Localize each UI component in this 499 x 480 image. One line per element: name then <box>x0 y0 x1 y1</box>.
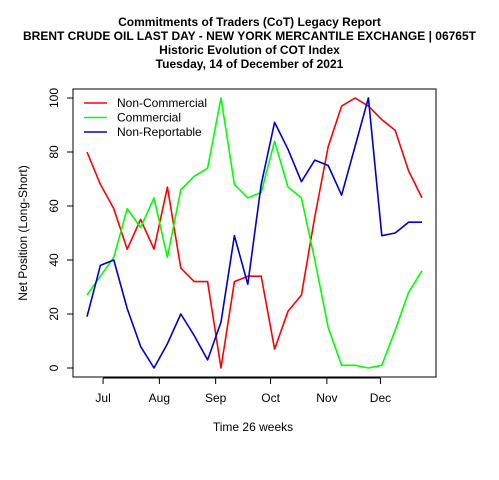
chart-title-line-2: BRENT CRUDE OIL LAST DAY - NEW YORK MERC… <box>23 29 476 43</box>
series-layer <box>86 97 423 369</box>
x-axis: Jul Aug Sep Oct Nov Dec <box>95 377 391 405</box>
y-tick-label: 100 <box>47 88 61 108</box>
x-tick-label: Nov <box>316 391 337 405</box>
x-tick-label: Oct <box>261 391 280 405</box>
x-tick-label: Jul <box>95 391 110 405</box>
y-tick-label: 40 <box>47 253 61 267</box>
y-tick-label: 60 <box>47 199 61 213</box>
x-tick-label: Aug <box>149 391 170 405</box>
chart-title-line-4: Tuesday, 14 of December of 2021 <box>155 57 344 71</box>
chart-title-line-3: Historic Evolution of COT Index <box>159 43 340 57</box>
y-axis: 0 20 40 60 80 100 <box>47 88 74 371</box>
y-tick-label: 0 <box>47 364 61 371</box>
y-axis-label: Net Position (Long-Short) <box>16 165 30 300</box>
legend-label-commercial: Commercial <box>117 111 181 125</box>
series-line-commercial <box>86 97 423 369</box>
y-tick-label: 20 <box>47 307 61 321</box>
legend-label-non-reportable: Non-Reportable <box>117 125 202 139</box>
legend-label-non-commercial: Non-Commercial <box>117 96 207 110</box>
y-tick-label: 80 <box>47 145 61 159</box>
x-tick-label: Dec <box>370 391 391 405</box>
x-axis-label: Time 26 weeks <box>213 420 293 434</box>
chart-title-line-1: Commitments of Traders (CoT) Legacy Repo… <box>118 15 381 29</box>
series-line-non-reportable <box>86 97 422 369</box>
x-tick-label: Sep <box>205 391 227 405</box>
